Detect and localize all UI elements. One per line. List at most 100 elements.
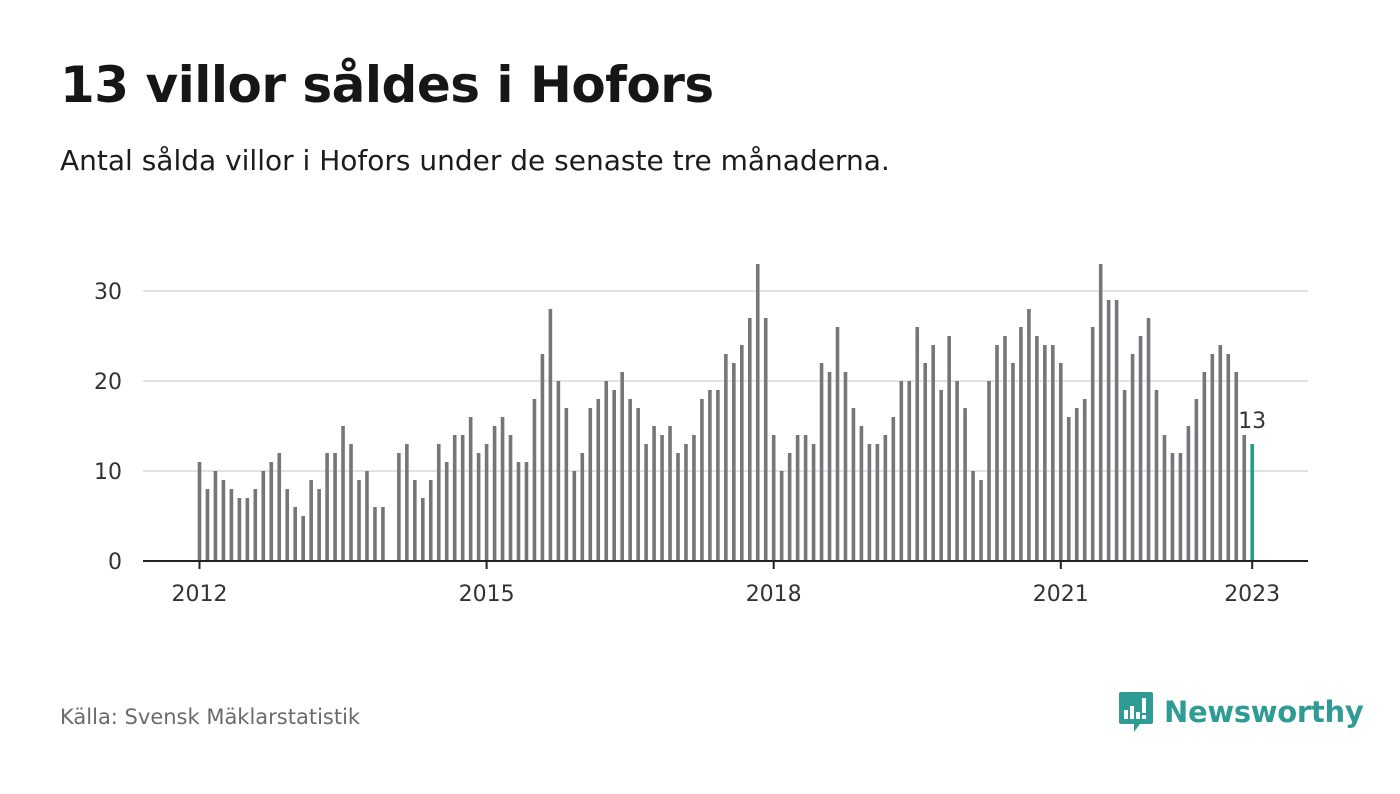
bar-67 xyxy=(732,363,736,561)
bar-129 xyxy=(1226,354,1231,561)
bar-33 xyxy=(460,435,465,561)
bar-29 xyxy=(428,480,433,561)
bar-126 xyxy=(1202,372,1207,561)
x-tick-label-2012: 2012 xyxy=(172,582,228,607)
bar-45 xyxy=(556,381,561,561)
bar-116 xyxy=(1122,390,1127,561)
bar-28 xyxy=(421,498,425,561)
bar-90 xyxy=(915,327,920,561)
bar-61 xyxy=(684,444,688,561)
bar-68 xyxy=(740,345,744,561)
bar-82 xyxy=(851,408,856,561)
bar-75 xyxy=(795,435,800,561)
bar-31 xyxy=(444,462,449,561)
bar-22 xyxy=(373,507,377,561)
bar-131 xyxy=(1242,435,1247,561)
brand-name: Newsworthy xyxy=(1164,695,1364,729)
bar-84 xyxy=(867,444,872,561)
bar-8 xyxy=(261,471,266,561)
bar-76 xyxy=(803,435,808,561)
bar-1 xyxy=(205,489,210,561)
bar-51 xyxy=(604,381,609,561)
bar-109 xyxy=(1066,417,1071,561)
bar-130 xyxy=(1234,372,1239,561)
bar-23 xyxy=(381,507,385,561)
bar-30 xyxy=(436,444,441,561)
data-label-latest: 13 xyxy=(1238,409,1266,434)
bar-38 xyxy=(500,417,505,561)
bar-79 xyxy=(827,372,832,561)
bar-86 xyxy=(883,435,888,561)
bar-81 xyxy=(843,372,848,561)
bar-99 xyxy=(987,381,991,561)
bar-53 xyxy=(620,372,624,561)
x-tick-label-2015: 2015 xyxy=(459,582,515,607)
bar-111 xyxy=(1082,399,1087,561)
bar-9 xyxy=(269,462,274,561)
bar-112 xyxy=(1090,327,1095,561)
bar-6 xyxy=(245,498,250,561)
bar-114 xyxy=(1106,300,1111,561)
axes: 0 10 20 30 2012 2015 2018 2021 2023 13 xyxy=(94,280,1308,607)
bar-115 xyxy=(1114,300,1119,561)
bar-103 xyxy=(1019,327,1023,561)
bar-16 xyxy=(325,453,329,561)
bar-87 xyxy=(891,417,896,561)
bar-74 xyxy=(787,453,792,561)
bar-50 xyxy=(596,399,601,561)
bar-55 xyxy=(636,408,640,561)
bar-110 xyxy=(1074,408,1079,561)
bar-52 xyxy=(612,390,616,561)
bar-54 xyxy=(628,399,632,561)
bar-32 xyxy=(452,435,457,561)
bar-3 xyxy=(221,480,226,561)
bar-35 xyxy=(476,453,481,561)
bar-96 xyxy=(963,408,967,561)
bar-106 xyxy=(1043,345,1047,561)
bar-105 xyxy=(1035,336,1039,561)
bar-83 xyxy=(859,426,864,561)
bar-13 xyxy=(301,516,305,561)
chart-subtitle: Antal sålda villor i Hofors under de sen… xyxy=(60,144,890,177)
bar-65 xyxy=(716,390,720,561)
bar-107 xyxy=(1051,345,1055,561)
bar-95 xyxy=(955,381,959,561)
bar-91 xyxy=(923,363,928,561)
bar-124 xyxy=(1186,426,1191,561)
bar-57 xyxy=(652,426,656,561)
bar-118 xyxy=(1138,336,1143,561)
bar-7 xyxy=(253,489,258,561)
bar-66 xyxy=(724,354,728,561)
bar-132 xyxy=(1250,444,1254,561)
bar-104 xyxy=(1027,309,1031,561)
bar-26 xyxy=(405,444,409,561)
bar-25 xyxy=(397,453,401,561)
bar-2 xyxy=(213,471,218,561)
bar-123 xyxy=(1178,453,1183,561)
bar-37 xyxy=(492,426,497,561)
bar-98 xyxy=(979,480,983,561)
bar-0 xyxy=(197,462,202,561)
bar-41 xyxy=(524,462,529,561)
bar-70 xyxy=(755,264,760,561)
bar-27 xyxy=(413,480,417,561)
bar-19 xyxy=(349,444,353,561)
x-tick-label-2021: 2021 xyxy=(1033,582,1089,607)
bar-56 xyxy=(644,444,648,561)
bar-20 xyxy=(357,480,361,561)
bar-60 xyxy=(676,453,680,561)
bar-101 xyxy=(1003,336,1007,561)
bar-42 xyxy=(532,399,537,561)
bar-113 xyxy=(1098,264,1103,561)
x-tick-label-2018: 2018 xyxy=(746,582,802,607)
bar-14 xyxy=(309,480,313,561)
bar-15 xyxy=(317,489,321,561)
bar-17 xyxy=(333,453,337,561)
bar-34 xyxy=(468,417,473,561)
bar-43 xyxy=(540,354,545,561)
bar-85 xyxy=(875,444,880,561)
bar-88 xyxy=(899,381,904,561)
bar-122 xyxy=(1170,453,1175,561)
bar-12 xyxy=(293,507,297,561)
bar-69 xyxy=(747,318,752,561)
